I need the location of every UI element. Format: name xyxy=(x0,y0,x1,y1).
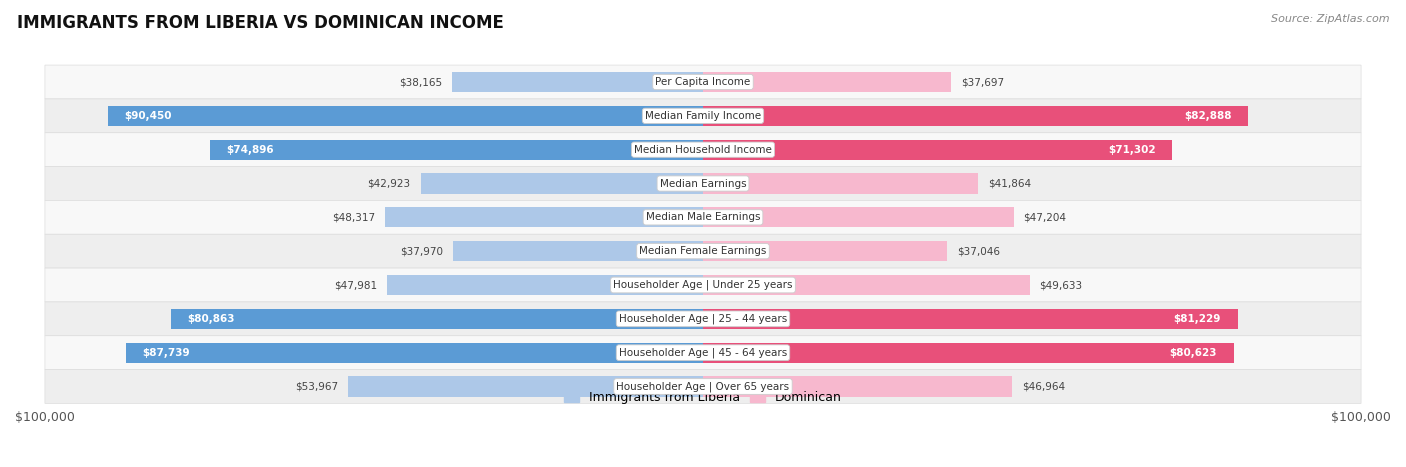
Text: Householder Age | Under 25 years: Householder Age | Under 25 years xyxy=(613,280,793,290)
Bar xyxy=(172,309,703,329)
FancyBboxPatch shape xyxy=(45,99,1361,133)
FancyBboxPatch shape xyxy=(45,234,1361,268)
Text: $87,739: $87,739 xyxy=(142,347,190,358)
Bar xyxy=(209,140,703,160)
Text: $41,864: $41,864 xyxy=(988,178,1032,189)
Text: $90,450: $90,450 xyxy=(124,111,172,121)
Text: Per Capita Income: Per Capita Income xyxy=(655,77,751,87)
Bar xyxy=(703,309,1237,329)
Bar xyxy=(125,342,703,363)
Bar xyxy=(703,173,979,194)
Text: Median Female Earnings: Median Female Earnings xyxy=(640,246,766,256)
Text: $80,863: $80,863 xyxy=(187,314,235,324)
Bar xyxy=(703,241,946,262)
Text: $46,964: $46,964 xyxy=(1022,382,1066,391)
Bar xyxy=(703,275,1029,295)
FancyBboxPatch shape xyxy=(45,133,1361,167)
Text: Median Household Income: Median Household Income xyxy=(634,145,772,155)
FancyBboxPatch shape xyxy=(45,302,1361,336)
Text: Median Male Earnings: Median Male Earnings xyxy=(645,212,761,222)
Text: $81,229: $81,229 xyxy=(1174,314,1220,324)
FancyBboxPatch shape xyxy=(45,369,1361,403)
Bar xyxy=(451,72,703,92)
Text: Median Earnings: Median Earnings xyxy=(659,178,747,189)
Bar xyxy=(453,241,703,262)
Text: $53,967: $53,967 xyxy=(295,382,337,391)
Text: $42,923: $42,923 xyxy=(367,178,411,189)
Text: $82,888: $82,888 xyxy=(1184,111,1232,121)
Text: $37,046: $37,046 xyxy=(956,246,1000,256)
Text: $47,981: $47,981 xyxy=(335,280,377,290)
Bar xyxy=(420,173,703,194)
Text: $47,204: $47,204 xyxy=(1024,212,1067,222)
Bar xyxy=(108,106,703,126)
Text: $37,970: $37,970 xyxy=(401,246,443,256)
FancyBboxPatch shape xyxy=(45,268,1361,302)
Bar xyxy=(347,376,703,396)
Text: $49,633: $49,633 xyxy=(1039,280,1083,290)
FancyBboxPatch shape xyxy=(45,336,1361,369)
FancyBboxPatch shape xyxy=(45,65,1361,99)
Text: Householder Age | Over 65 years: Householder Age | Over 65 years xyxy=(616,381,790,392)
Text: Householder Age | 25 - 44 years: Householder Age | 25 - 44 years xyxy=(619,314,787,324)
Text: $48,317: $48,317 xyxy=(332,212,375,222)
Legend: Immigrants from Liberia, Dominican: Immigrants from Liberia, Dominican xyxy=(564,391,842,404)
Text: $80,623: $80,623 xyxy=(1170,347,1218,358)
Bar xyxy=(387,275,703,295)
Text: $71,302: $71,302 xyxy=(1108,145,1156,155)
Text: $37,697: $37,697 xyxy=(960,77,1004,87)
Text: IMMIGRANTS FROM LIBERIA VS DOMINICAN INCOME: IMMIGRANTS FROM LIBERIA VS DOMINICAN INC… xyxy=(17,14,503,32)
Bar xyxy=(703,342,1233,363)
Bar xyxy=(385,207,703,227)
Bar xyxy=(703,376,1012,396)
Text: Median Family Income: Median Family Income xyxy=(645,111,761,121)
Text: Householder Age | 45 - 64 years: Householder Age | 45 - 64 years xyxy=(619,347,787,358)
FancyBboxPatch shape xyxy=(45,167,1361,200)
FancyBboxPatch shape xyxy=(45,200,1361,234)
Text: $74,896: $74,896 xyxy=(226,145,274,155)
Bar xyxy=(703,106,1249,126)
Text: $38,165: $38,165 xyxy=(399,77,441,87)
Text: Source: ZipAtlas.com: Source: ZipAtlas.com xyxy=(1271,14,1389,24)
Bar xyxy=(703,140,1173,160)
Bar xyxy=(703,207,1014,227)
Bar xyxy=(703,72,950,92)
